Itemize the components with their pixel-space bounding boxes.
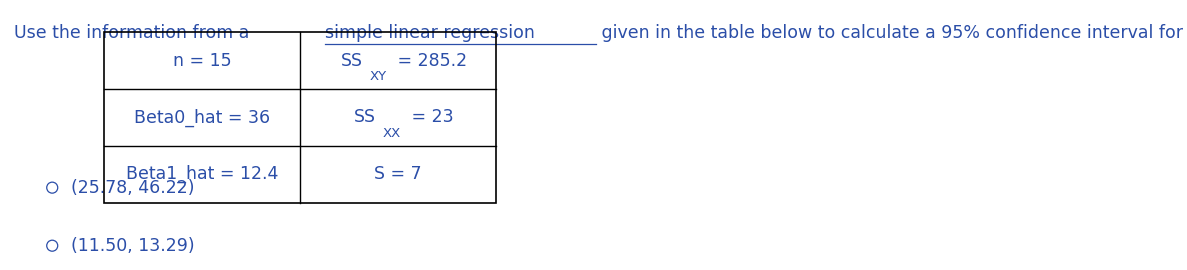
Text: SS: SS [354, 109, 376, 126]
Text: XX: XX [382, 127, 401, 140]
Text: SS: SS [341, 52, 363, 70]
Text: XY: XY [369, 70, 387, 83]
Text: given in the table below to calculate a 95% confidence interval for β₁.: given in the table below to calculate a … [596, 24, 1187, 42]
Text: n = 15: n = 15 [173, 52, 231, 70]
Text: = 23: = 23 [406, 109, 453, 126]
Text: Beta1_hat = 12.4: Beta1_hat = 12.4 [126, 165, 279, 183]
Text: (11.50, 13.29): (11.50, 13.29) [71, 237, 195, 255]
Text: S = 7: S = 7 [374, 165, 423, 183]
Text: Use the information from a: Use the information from a [14, 24, 255, 42]
Text: = 285.2: = 285.2 [392, 52, 466, 70]
Text: Beta0_hat = 36: Beta0_hat = 36 [134, 108, 271, 127]
Bar [104, 32, 496, 202]
Text: simple linear regression: simple linear regression [325, 24, 535, 42]
Text: (25.78, 46.22): (25.78, 46.22) [71, 179, 195, 197]
